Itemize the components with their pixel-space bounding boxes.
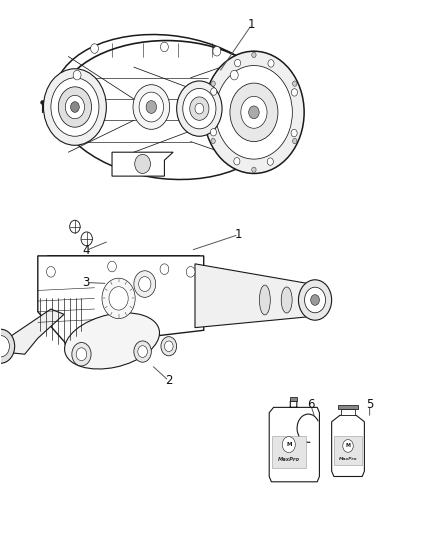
- Circle shape: [58, 87, 92, 127]
- Circle shape: [109, 287, 128, 310]
- Circle shape: [160, 264, 169, 274]
- Circle shape: [0, 336, 10, 357]
- Ellipse shape: [259, 285, 270, 315]
- Circle shape: [282, 437, 295, 453]
- Circle shape: [311, 295, 319, 305]
- Circle shape: [343, 440, 353, 453]
- Circle shape: [213, 46, 221, 56]
- Polygon shape: [112, 152, 173, 176]
- Circle shape: [164, 341, 173, 351]
- Ellipse shape: [53, 35, 280, 180]
- Ellipse shape: [64, 313, 159, 369]
- Circle shape: [133, 85, 170, 130]
- Circle shape: [134, 341, 151, 362]
- Circle shape: [46, 266, 55, 277]
- Circle shape: [70, 220, 80, 233]
- Circle shape: [102, 278, 135, 319]
- Circle shape: [183, 88, 216, 129]
- Circle shape: [190, 97, 209, 120]
- Text: M: M: [286, 442, 292, 447]
- Circle shape: [43, 69, 106, 146]
- Text: M: M: [346, 443, 350, 448]
- Text: 5: 5: [366, 398, 373, 411]
- Circle shape: [195, 103, 204, 114]
- Circle shape: [234, 158, 240, 165]
- Bar: [341, 409, 355, 415]
- Text: 1: 1: [235, 228, 242, 241]
- Polygon shape: [269, 401, 319, 482]
- Ellipse shape: [299, 289, 310, 311]
- Circle shape: [252, 52, 256, 58]
- Circle shape: [186, 266, 195, 277]
- Circle shape: [211, 139, 215, 144]
- Polygon shape: [38, 256, 204, 346]
- Text: 6: 6: [307, 398, 314, 411]
- Text: 3: 3: [82, 276, 89, 289]
- Circle shape: [177, 81, 222, 136]
- Circle shape: [160, 42, 168, 52]
- Circle shape: [293, 139, 297, 144]
- Circle shape: [76, 348, 87, 361]
- Polygon shape: [0, 309, 64, 354]
- Text: 4: 4: [82, 244, 90, 257]
- Bar: [338, 405, 358, 409]
- Circle shape: [241, 96, 267, 128]
- Circle shape: [72, 343, 91, 366]
- Bar: [272, 435, 306, 469]
- Circle shape: [215, 66, 292, 159]
- Text: MaxPro: MaxPro: [339, 457, 357, 461]
- Circle shape: [91, 44, 99, 53]
- Bar: [334, 436, 362, 465]
- Circle shape: [134, 271, 155, 297]
- Circle shape: [267, 158, 273, 165]
- Circle shape: [51, 78, 99, 136]
- Circle shape: [65, 95, 85, 119]
- Circle shape: [230, 83, 278, 142]
- Circle shape: [291, 130, 297, 137]
- Circle shape: [73, 70, 81, 80]
- Circle shape: [211, 88, 217, 95]
- Polygon shape: [195, 264, 317, 328]
- Circle shape: [0, 329, 14, 364]
- Circle shape: [81, 232, 92, 246]
- Circle shape: [139, 277, 151, 292]
- Text: 2: 2: [165, 374, 173, 387]
- Circle shape: [138, 346, 148, 358]
- Circle shape: [268, 60, 274, 67]
- Circle shape: [71, 102, 79, 112]
- Circle shape: [210, 128, 216, 136]
- Circle shape: [249, 106, 259, 119]
- Circle shape: [211, 81, 215, 86]
- Circle shape: [108, 261, 117, 272]
- Circle shape: [293, 81, 297, 86]
- Text: MaxPro: MaxPro: [278, 457, 300, 462]
- Circle shape: [135, 155, 150, 173]
- Circle shape: [304, 287, 325, 313]
- Circle shape: [291, 88, 297, 96]
- Circle shape: [139, 92, 163, 122]
- Text: 1: 1: [248, 18, 255, 31]
- Ellipse shape: [281, 287, 292, 313]
- Circle shape: [234, 59, 240, 67]
- Circle shape: [146, 101, 156, 114]
- Circle shape: [161, 337, 177, 356]
- Circle shape: [204, 51, 304, 173]
- Circle shape: [252, 167, 256, 172]
- Circle shape: [298, 280, 332, 320]
- Polygon shape: [332, 415, 364, 477]
- Circle shape: [230, 70, 238, 80]
- Bar: [290, 397, 297, 401]
